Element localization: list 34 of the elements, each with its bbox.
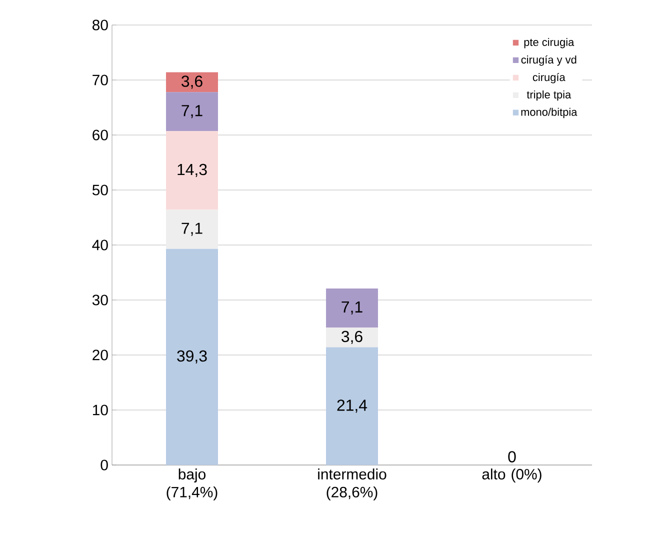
data-label: 7,1 — [182, 105, 202, 118]
y-tick-label: 0 — [100, 460, 108, 470]
bar — [166, 210, 218, 249]
bar — [326, 288, 378, 328]
legend-label: cirugía y vd — [521, 55, 576, 66]
data-label: 3,6 — [182, 76, 202, 89]
x-tick-label: alto (0%) — [482, 468, 542, 482]
data-label: 0 — [508, 451, 516, 462]
y-tick-label: 60 — [92, 130, 108, 140]
data-label: 39,3 — [177, 350, 207, 364]
y-tick-label: 30 — [92, 294, 108, 306]
y-tick-label: 70 — [92, 74, 108, 86]
data-label: 14,3 — [178, 164, 207, 178]
y-tick-label: 10 — [93, 404, 108, 416]
data-label: 3,6 — [342, 330, 362, 344]
legend-label: triple tpia — [526, 90, 572, 101]
x-tick-label: intermedio (28,6%) — [318, 468, 386, 500]
bar — [326, 328, 378, 348]
bar — [166, 131, 218, 210]
bar — [166, 92, 218, 132]
legend-label: pte cirugia — [524, 38, 574, 48]
y-tick-label: 80 — [92, 20, 108, 30]
bar — [326, 347, 378, 465]
legend-label: mono/bitpia — [521, 108, 578, 118]
y-tick-label: 40 — [92, 240, 108, 250]
x-tick-label: bajo (71,4%) — [166, 468, 218, 500]
data-label: 7,1 — [342, 301, 362, 314]
y-tick-label: 50 — [92, 184, 108, 196]
legend-label: cirugía — [532, 72, 566, 84]
y-tick-label: 20 — [92, 350, 108, 360]
data-label: 21,4 — [337, 400, 368, 413]
bar — [166, 248, 218, 465]
bar — [166, 72, 218, 92]
data-label: 7,1 — [182, 222, 202, 236]
